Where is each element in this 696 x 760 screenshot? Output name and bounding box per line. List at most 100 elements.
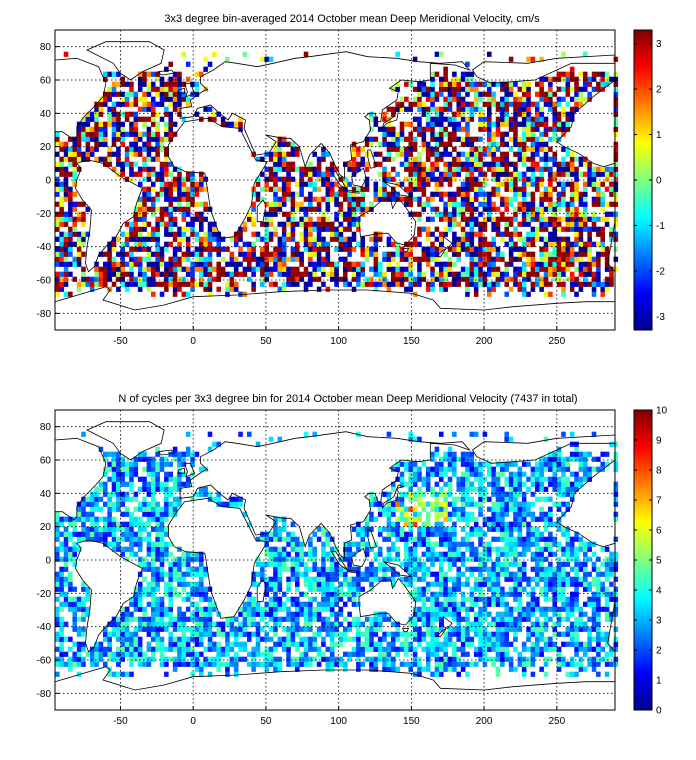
bin-cell [338, 191, 344, 197]
bin-cell [229, 286, 235, 292]
bin-cell [574, 636, 579, 642]
bin-cell [137, 236, 143, 242]
bin-cell [212, 226, 217, 232]
bin-cell [129, 246, 134, 252]
bin-cell [103, 631, 108, 637]
bin-cell [552, 176, 558, 182]
bin-cell [68, 191, 73, 197]
bin-cell [604, 651, 610, 657]
bin-cell [491, 586, 496, 592]
bin-cell [242, 256, 248, 262]
bin-cell [360, 236, 366, 242]
bin-cell [530, 226, 536, 232]
bin-cell [194, 601, 200, 607]
bin-cell [316, 166, 322, 172]
bin-cell [548, 231, 553, 237]
bin-cell [552, 236, 558, 242]
bin-cell [600, 206, 606, 212]
bin-cell [535, 166, 540, 172]
bin-cell [504, 611, 510, 617]
bin-cell [578, 246, 584, 252]
bin-cell [247, 636, 252, 642]
bin-cell [151, 71, 156, 77]
bin-cell [356, 641, 361, 647]
bin-cell [129, 596, 134, 602]
bin-cell [225, 636, 230, 642]
bin-cell [417, 576, 422, 582]
bin-cell [268, 201, 274, 207]
bin-cell [264, 151, 270, 157]
bin-cell [116, 616, 121, 622]
bin-cell [395, 651, 400, 657]
bin-cell [487, 196, 492, 202]
bin-cell [539, 561, 544, 567]
bin-cell [569, 116, 575, 122]
bin-cell [565, 181, 571, 187]
bin-cell [574, 631, 579, 637]
bin-cell [181, 631, 187, 637]
bin-cell [412, 591, 418, 597]
bin-cell [443, 276, 448, 282]
bin-cell [199, 621, 204, 627]
bin-cell [185, 626, 191, 632]
bin-cell [76, 251, 82, 257]
bin-cell [251, 246, 256, 252]
bin-cell [146, 641, 152, 647]
bin-cell [460, 246, 466, 252]
bin-cell [530, 266, 536, 272]
bin-cell [526, 656, 531, 662]
bin-cell [596, 71, 601, 77]
bin-cell [351, 271, 357, 277]
bin-cell [447, 641, 453, 647]
bin-cell [63, 276, 69, 282]
bin-cell [456, 661, 462, 667]
bin-cell [565, 246, 571, 252]
bin-cell [68, 156, 73, 162]
bin-cell [583, 651, 588, 657]
bin-cell [308, 231, 313, 237]
bin-cell [408, 151, 414, 157]
bin-cell [356, 631, 361, 637]
bin-cell [447, 101, 453, 107]
bin-cell [85, 146, 91, 152]
bin-cell [517, 656, 523, 662]
bin-cell [434, 636, 440, 642]
bin-cell [504, 106, 510, 112]
bin-cell [290, 176, 296, 182]
bin-cell [255, 606, 261, 612]
bin-cell [530, 651, 536, 657]
bin-cell [377, 641, 383, 647]
bin-cell [386, 236, 392, 242]
bin-cell [207, 291, 213, 297]
bin-cell [456, 76, 462, 82]
bin-cell [264, 666, 270, 672]
bin-cell [382, 196, 387, 202]
bin-cell [535, 571, 540, 577]
bin-cell [286, 646, 291, 652]
bin-cell [513, 176, 518, 182]
bin-cell [526, 126, 531, 132]
bin-cell [334, 231, 339, 237]
bin-cell [447, 216, 453, 222]
bin-cell [478, 226, 483, 232]
bin-cell [425, 656, 431, 662]
bin-cell [273, 151, 278, 157]
bin-cell [194, 606, 200, 612]
bin-cell [500, 611, 505, 617]
bin-cell [137, 106, 143, 112]
bin-cell [303, 226, 309, 232]
bin-cell [168, 646, 174, 652]
bin-cell [530, 196, 536, 202]
bin-cell [194, 586, 200, 592]
bin-cell [460, 596, 466, 602]
bin-cell [164, 151, 169, 157]
bin-cell [447, 596, 453, 602]
bin-cell [59, 636, 64, 642]
bin-cell [565, 121, 571, 127]
bin-cell [530, 601, 536, 607]
bin-cell [526, 211, 531, 217]
coastline [54, 286, 616, 331]
bin-cell [526, 191, 531, 197]
bin-cell [177, 91, 182, 97]
bin-cell [587, 231, 592, 237]
